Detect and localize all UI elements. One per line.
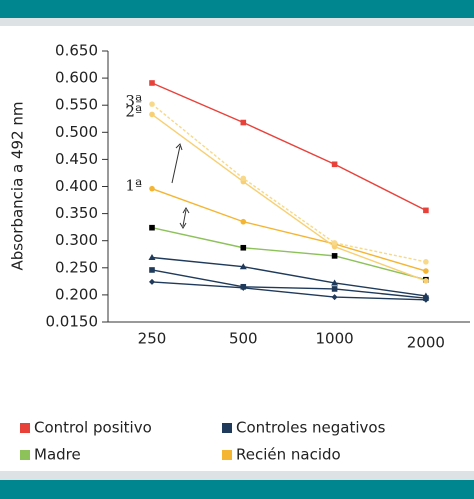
top-bar [0, 0, 474, 18]
annotation-arrowhead [179, 207, 190, 229]
marker [149, 278, 155, 285]
y-tick-label: 0.600 [55, 69, 98, 87]
annotation-arrowhead [175, 143, 183, 151]
series-line [151, 113, 427, 282]
legend-swatch [222, 423, 232, 433]
series-label: 3ª [125, 92, 142, 110]
series-line [151, 82, 427, 211]
marker [331, 253, 338, 259]
marker [423, 268, 429, 274]
marker [240, 175, 247, 182]
marker [240, 218, 247, 225]
series-line [151, 103, 427, 263]
marker [331, 240, 338, 246]
annotation-arrow [182, 209, 187, 227]
y-tick-label: 0.550 [55, 96, 98, 114]
marker [423, 278, 429, 284]
bottom-band [0, 471, 474, 480]
x-tick-label: 1000 [316, 330, 354, 348]
series-line [151, 269, 426, 299]
legend-swatch [222, 450, 232, 460]
y-tick-label: 0.400 [55, 177, 98, 195]
marker [239, 263, 247, 270]
x-tick-label: 2000 [407, 334, 445, 352]
marker [331, 286, 338, 292]
legend-label: Controles negativos [236, 419, 386, 437]
marker [240, 284, 247, 291]
y-tick-label: 0.450 [55, 150, 98, 168]
y-tick-label: 0.500 [55, 123, 98, 141]
marker [149, 111, 155, 118]
y-tick-label: 0.300 [55, 231, 98, 249]
marker [423, 207, 429, 214]
y-tick-label: 0.650 [55, 42, 98, 60]
series-line [151, 256, 426, 297]
marker [423, 259, 429, 265]
legend-label: Control positivo [34, 419, 152, 437]
marker [149, 267, 155, 273]
marker [149, 185, 155, 192]
series-line [151, 281, 426, 301]
series-line [151, 227, 427, 281]
legend-swatch [20, 450, 30, 460]
marker [149, 101, 155, 107]
annotation-arrow [171, 145, 181, 184]
y-tick-label: 0.200 [55, 285, 98, 303]
marker [149, 80, 155, 86]
y-tick-label: 0.250 [55, 258, 98, 276]
marker [149, 224, 155, 231]
legend-swatch [20, 423, 30, 433]
legend-label: Madre [34, 446, 81, 464]
legend-label: Recién nacido [236, 446, 341, 464]
series-label: 1ª [125, 177, 142, 195]
x-tick-label: 500 [229, 330, 258, 348]
y-tick-label: 0.0150 [46, 313, 99, 331]
marker [331, 294, 338, 301]
marker [331, 161, 338, 168]
bottom-bar [0, 480, 474, 499]
marker [331, 279, 339, 286]
marker [422, 296, 429, 303]
series-line [151, 188, 427, 272]
marker [240, 244, 247, 251]
y-tick-label: 0.350 [55, 204, 98, 222]
y-axis-label: Absorbancia a 492 nm [9, 101, 27, 270]
top-band [0, 18, 474, 26]
series-label: 2ª [125, 102, 142, 120]
marker [148, 254, 156, 261]
x-tick-label: 250 [138, 330, 167, 348]
marker [240, 119, 247, 126]
